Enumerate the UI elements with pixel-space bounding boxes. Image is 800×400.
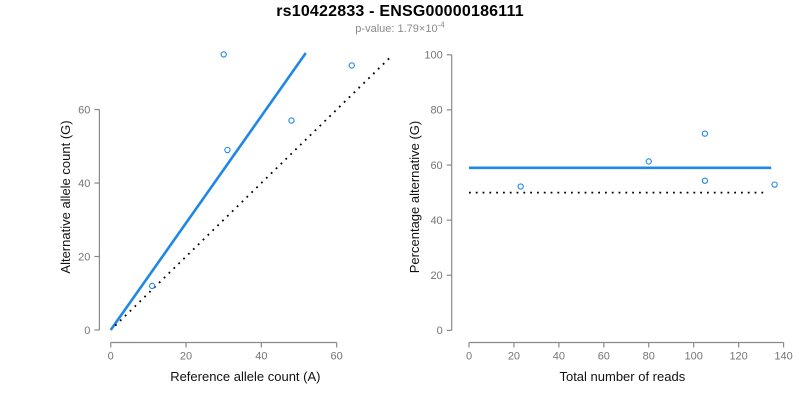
identity-line — [114, 57, 391, 327]
y-axis-tick-label: 40 — [78, 178, 90, 190]
data-point — [701, 177, 709, 184]
x-axis-tick-label: 20 — [508, 351, 520, 363]
data-point — [348, 62, 355, 69]
data-point — [771, 181, 778, 188]
x-axis-tick-label: 0 — [466, 351, 472, 363]
y-axis-tick-label: 20 — [78, 251, 90, 263]
data-point — [517, 183, 524, 190]
pvalue-text: p-value: 1.79×10 — [355, 23, 438, 35]
x-axis-tick-label: 140 — [774, 351, 792, 363]
allele-count-scatter: 0 20 40 60 0 20 40 60 Reference allele count (A)… — [58, 51, 391, 384]
x-axis-tick-label: 60 — [331, 351, 343, 363]
y-axis-tick-label: 100 — [424, 50, 442, 62]
data-point — [220, 51, 227, 58]
y-axis-tick-label: 20 — [430, 270, 442, 282]
x-axis-tick-label: 80 — [643, 351, 655, 363]
x-axis-tick-label: 120 — [729, 351, 747, 363]
figure-title: rs10422833 - ENSG00000186111 — [276, 3, 524, 20]
y-axis-tick-label: 60 — [430, 160, 442, 172]
data-point — [701, 130, 709, 137]
x-axis-tick-label: 40 — [255, 351, 267, 363]
x-axis-tick-label: 60 — [598, 351, 610, 363]
data-point — [288, 117, 295, 124]
y-axis-tick-label: 80 — [430, 105, 442, 117]
y-axis-tick-label: 0 — [84, 325, 90, 337]
x-axis-tick-label: 40 — [553, 351, 565, 363]
x-axis-title: Reference allele count (A) — [170, 369, 320, 384]
figure-subtitle: p-value: 1.79×10-4 — [0, 20, 800, 35]
x-axis-tick-label: 0 — [108, 351, 114, 363]
data-point — [224, 146, 231, 154]
data-point — [148, 282, 156, 290]
y-axis-tick-label: 0 — [437, 325, 443, 337]
fit-line — [109, 52, 307, 331]
pvalue-exponent: -4 — [437, 20, 445, 30]
y-axis-title: Alternative allele count (G) — [58, 120, 73, 273]
y-axis-tick-label: 60 — [78, 104, 90, 116]
x-axis-title: Total number of reads — [559, 369, 685, 384]
x-axis-tick-label: 100 — [685, 351, 703, 363]
y-axis-title: Percentage alternative (G) — [407, 121, 422, 273]
x-axis-tick-label: 20 — [180, 351, 192, 363]
data-point — [645, 158, 652, 165]
y-axis-tick-label: 40 — [430, 215, 442, 227]
